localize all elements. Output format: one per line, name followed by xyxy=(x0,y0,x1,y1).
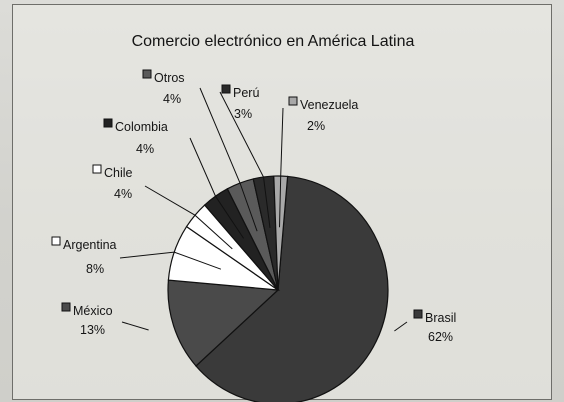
slice-name-mxico: México xyxy=(73,304,113,318)
legend-marker-argentina xyxy=(51,236,61,246)
slice-value-colombia: 4% xyxy=(136,142,154,156)
pie-slice-brasil xyxy=(195,175,389,402)
legend-marker-chile xyxy=(92,164,102,174)
slice-value-argentina: 8% xyxy=(86,262,104,276)
slice-value-otros: 4% xyxy=(163,92,181,106)
slice-name-otros: Otros xyxy=(154,71,185,85)
slice-value-venezuela: 2% xyxy=(307,119,325,133)
leader-line-colombia xyxy=(189,137,245,239)
leader-line-mxico xyxy=(121,321,149,331)
leader-line-per xyxy=(219,91,271,228)
legend-marker-per xyxy=(221,84,231,94)
slice-value-mxico: 13% xyxy=(80,323,105,337)
slice-value-brasil: 62% xyxy=(428,330,453,344)
legend-marker-mxico xyxy=(61,302,71,312)
leader-line-otros xyxy=(199,87,258,232)
slice-value-per: 3% xyxy=(234,107,252,121)
slice-name-brasil: Brasil xyxy=(425,311,456,325)
legend-marker-brasil xyxy=(413,309,423,319)
leader-line-venezuela xyxy=(279,107,284,228)
legend-marker-venezuela xyxy=(288,96,298,106)
legend-marker-colombia xyxy=(103,118,113,128)
slice-name-chile: Chile xyxy=(104,166,133,180)
chart-title: Comercio electrónico en América Latina xyxy=(132,33,415,50)
slice-value-chile: 4% xyxy=(114,187,132,201)
slice-name-colombia: Colombia xyxy=(115,120,168,134)
leader-line-argentina xyxy=(119,251,222,270)
pie-slice-mxico xyxy=(167,279,280,367)
leader-line-chile xyxy=(144,185,233,250)
slice-name-argentina: Argentina xyxy=(63,238,117,252)
legend-marker-otros xyxy=(142,69,152,79)
leader-line-brasil xyxy=(394,321,408,332)
slice-name-per: Perú xyxy=(233,86,259,100)
slice-name-venezuela: Venezuela xyxy=(300,98,358,112)
